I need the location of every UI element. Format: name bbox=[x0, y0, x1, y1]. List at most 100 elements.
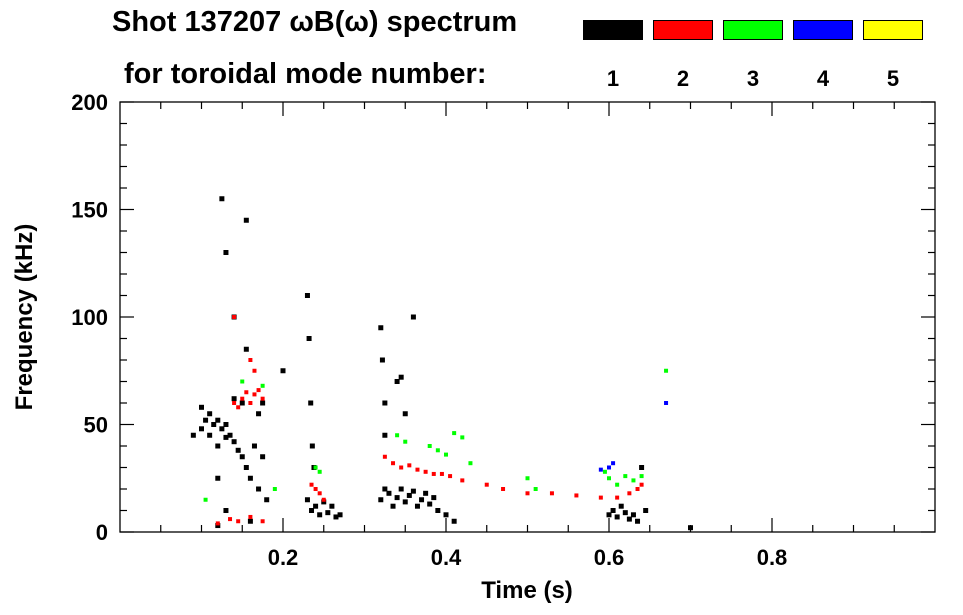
data-point-mode-1 bbox=[414, 503, 420, 509]
data-point-mode-1 bbox=[306, 336, 312, 341]
data-point-mode-2 bbox=[439, 471, 444, 476]
data-point-mode-2 bbox=[317, 491, 322, 496]
legend-swatch-mode-1 bbox=[583, 20, 643, 40]
data-point-mode-2 bbox=[549, 491, 554, 496]
data-point-mode-1 bbox=[207, 411, 213, 417]
data-point-mode-1 bbox=[247, 475, 253, 481]
data-point-mode-1 bbox=[215, 523, 221, 529]
legend-label-mode-3: 3 bbox=[746, 66, 760, 91]
data-point-mode-1 bbox=[321, 499, 327, 505]
data-point-mode-3 bbox=[444, 452, 448, 457]
data-point-mode-1 bbox=[410, 314, 416, 320]
data-point-mode-2 bbox=[256, 388, 261, 393]
data-point-mode-3 bbox=[427, 444, 432, 448]
data-point-mode-2 bbox=[232, 315, 237, 319]
data-point-mode-1 bbox=[688, 525, 693, 531]
data-point-mode-3 bbox=[313, 465, 318, 470]
data-point-mode-1 bbox=[313, 503, 319, 509]
data-point-mode-1 bbox=[308, 400, 314, 406]
data-point-mode-3 bbox=[203, 497, 208, 502]
data-point-mode-1 bbox=[610, 508, 616, 513]
data-point-mode-2 bbox=[248, 358, 253, 362]
data-point-mode-1 bbox=[239, 454, 245, 460]
data-point-mode-3 bbox=[272, 487, 277, 491]
data-point-mode-1 bbox=[317, 512, 323, 518]
data-point-mode-2 bbox=[598, 495, 603, 500]
data-point-mode-2 bbox=[321, 497, 326, 502]
data-point-mode-2 bbox=[252, 392, 257, 397]
data-point-mode-1 bbox=[630, 512, 636, 518]
data-point-mode-1 bbox=[207, 432, 213, 438]
x-tick-label: 0.2 bbox=[268, 545, 299, 570]
data-point-mode-2 bbox=[260, 519, 265, 524]
data-point-mode-2 bbox=[407, 463, 412, 468]
data-point-mode-1 bbox=[256, 486, 262, 492]
chart-title-line2: for toroidal mode number: bbox=[124, 58, 487, 90]
legend-label-mode-5: 5 bbox=[886, 66, 900, 91]
data-point-mode-2 bbox=[215, 521, 220, 526]
data-point-mode-1 bbox=[386, 490, 392, 496]
data-point-mode-2 bbox=[232, 401, 237, 405]
data-point-mode-2 bbox=[309, 482, 314, 487]
data-point-mode-1 bbox=[215, 443, 221, 449]
x-tick-label: 0.4 bbox=[431, 545, 462, 570]
legend-label-mode-2: 2 bbox=[676, 66, 690, 91]
data-point-mode-3 bbox=[664, 368, 669, 373]
data-point-mode-2 bbox=[260, 396, 265, 401]
data-point-mode-2 bbox=[484, 482, 489, 487]
data-point-mode-2 bbox=[574, 493, 579, 498]
data-point-mode-2 bbox=[248, 514, 253, 519]
data-point-mode-2 bbox=[236, 519, 241, 524]
data-point-mode-1 bbox=[256, 411, 262, 417]
legend-label-mode-1: 1 bbox=[606, 66, 620, 91]
data-point-mode-1 bbox=[223, 508, 229, 513]
major-ticks bbox=[120, 101, 935, 533]
data-point-mode-1 bbox=[219, 426, 225, 432]
x-tick-label: 0.6 bbox=[594, 545, 625, 570]
data-point-mode-3 bbox=[460, 435, 465, 440]
data-point-mode-2 bbox=[627, 491, 632, 496]
y-tick-label: 0 bbox=[96, 520, 108, 545]
data-point-mode-3 bbox=[602, 469, 607, 474]
data-point-mode-1 bbox=[402, 411, 408, 417]
data-point-mode-1 bbox=[398, 374, 404, 380]
data-point-mode-2 bbox=[228, 517, 233, 522]
data-point-mode-1 bbox=[304, 497, 310, 503]
data-point-mode-1 bbox=[606, 512, 612, 518]
data-point-mode-3 bbox=[623, 474, 628, 479]
data-point-mode-2 bbox=[236, 405, 241, 410]
data-point-mode-1 bbox=[264, 497, 270, 503]
data-point-mode-2 bbox=[252, 368, 257, 373]
data-point-mode-1 bbox=[235, 447, 241, 453]
data-point-mode-1 bbox=[231, 396, 237, 402]
data-point-mode-1 bbox=[329, 503, 335, 509]
data-point-mode-1 bbox=[443, 512, 449, 518]
y-tick-label: 200 bbox=[71, 90, 108, 115]
data-point-mode-1 bbox=[626, 516, 632, 522]
data-point-mode-1 bbox=[309, 508, 315, 513]
data-point-mode-1 bbox=[635, 518, 641, 524]
data-point-mode-1 bbox=[394, 495, 400, 501]
data-point-mode-1 bbox=[390, 503, 396, 509]
legend-swatch-mode-5 bbox=[863, 20, 923, 40]
data-point-mode-2 bbox=[501, 487, 506, 491]
data-point-mode-2 bbox=[240, 396, 245, 401]
data-point-mode-1 bbox=[215, 417, 221, 423]
data-point-mode-2 bbox=[639, 482, 644, 487]
data-point-mode-2 bbox=[244, 390, 249, 395]
data-point-mode-1 bbox=[190, 432, 196, 438]
y-tick-label: 150 bbox=[71, 198, 108, 223]
data-point-mode-1 bbox=[639, 465, 645, 470]
data-point-mode-1 bbox=[643, 508, 649, 513]
data-point-mode-3 bbox=[533, 487, 538, 491]
data-point-mode-1 bbox=[219, 196, 225, 202]
data-point-mode-1 bbox=[239, 400, 245, 406]
data-point-mode-1 bbox=[243, 465, 249, 470]
data-point-mode-3 bbox=[615, 482, 620, 487]
data-point-mode-1 bbox=[337, 512, 343, 518]
data-point-mode-1 bbox=[260, 454, 266, 460]
data-point-mode-3 bbox=[468, 461, 473, 466]
data-point-mode-2 bbox=[615, 495, 620, 500]
data-point-mode-1 bbox=[223, 422, 229, 427]
